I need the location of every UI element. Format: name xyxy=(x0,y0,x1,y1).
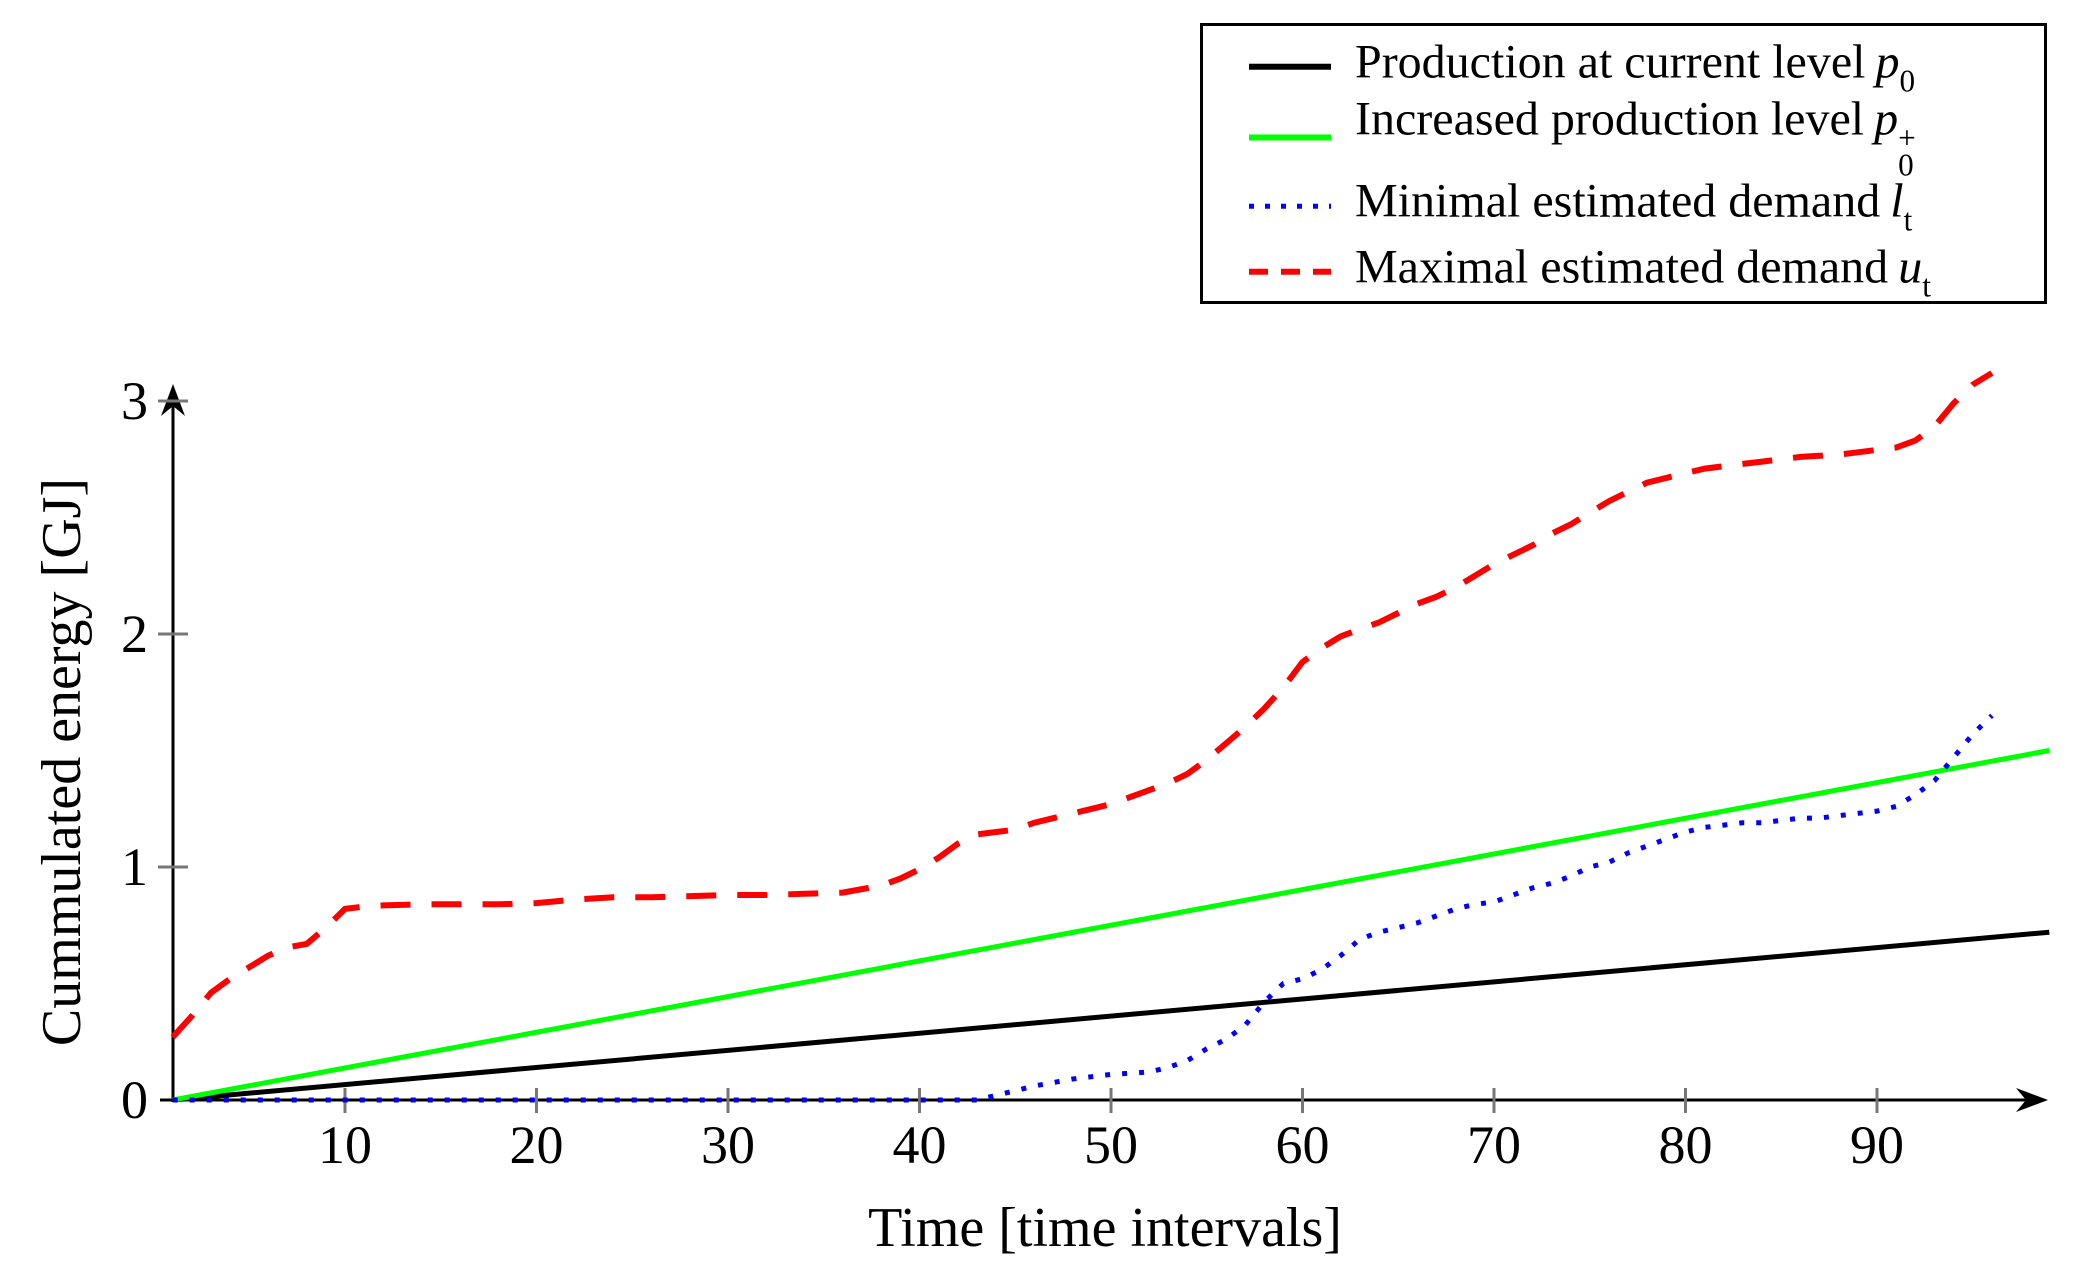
x-tick-label: 40 xyxy=(892,1115,947,1175)
y-axis-title: Cummulated energy [GJ] xyxy=(31,477,93,1047)
x-tick-label: 10 xyxy=(318,1115,372,1175)
legend-item-minimal-demand: Minimal estimated demand l t xyxy=(1203,174,2044,238)
y-tick-label: 3 xyxy=(121,371,148,431)
legend-item-label: Maximal estimated demand u t xyxy=(1355,240,1931,304)
legend-item-label: Production at current level p 0 xyxy=(1355,35,1916,99)
x-axis-title: Time [time intervals] xyxy=(868,1197,1342,1259)
x-tick-label: 60 xyxy=(1275,1115,1330,1175)
x-tick-label: 70 xyxy=(1467,1115,1521,1175)
y-tick-label: 1 xyxy=(121,837,148,897)
legend-line-sample-red xyxy=(1249,268,1331,275)
legend-item-label: Increased production level p +0 xyxy=(1355,92,1916,183)
legend: Production at current level p 0 Increased … xyxy=(1200,23,2047,304)
legend-line-sample-blue xyxy=(1249,203,1331,209)
series-minimal-demand xyxy=(172,713,1994,1103)
x-tick-label: 80 xyxy=(1658,1115,1713,1175)
x-axis-arrow-icon xyxy=(2016,1088,2048,1112)
legend-item-maximal-demand: Maximal estimated demand u t xyxy=(1203,240,2044,304)
x-tick-label: 20 xyxy=(509,1115,564,1175)
legend-line-sample-black xyxy=(1249,63,1331,70)
x-tick-label: 90 xyxy=(1850,1115,1904,1175)
legend-item-production-increased: Increased production level p +0 xyxy=(1203,92,2044,183)
series-maximal-demand xyxy=(170,370,1994,1040)
x-tick-label: 50 xyxy=(1084,1115,1138,1175)
x-tick-label: 30 xyxy=(701,1115,755,1175)
legend-item-production-current: Production at current level p 0 xyxy=(1203,35,2044,99)
series-production-current xyxy=(172,929,2050,1103)
legend-line-sample-green xyxy=(1249,134,1331,140)
y-tick-label: 0 xyxy=(121,1070,148,1130)
series-production-increased xyxy=(172,748,2050,1103)
y-tick-label: 2 xyxy=(121,604,148,664)
legend-item-label: Minimal estimated demand l t xyxy=(1355,174,1913,238)
